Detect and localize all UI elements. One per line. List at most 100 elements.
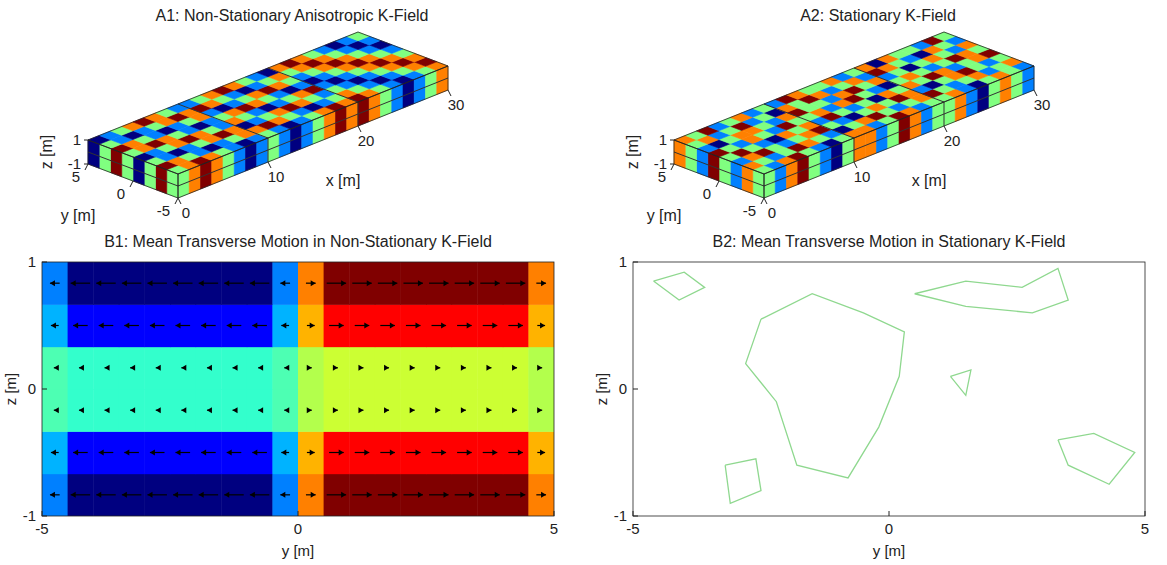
tick-label: 1 [73,131,81,148]
vector-arrow [461,407,466,413]
cell [400,262,426,305]
cell [68,304,94,347]
tick [42,511,43,516]
vector-arrow [173,280,192,286]
cell [196,304,222,347]
vector-arrow [508,450,523,456]
axis-title: y [m] [873,542,906,559]
panel-2d: B1: Mean Transverse Motion in Non-Statio… [2,233,558,559]
cell [144,262,170,305]
tick [1145,511,1146,516]
vector-arrow [150,450,165,456]
cell [400,304,426,347]
vector-arrow [536,492,546,498]
vector-arrow [124,450,139,456]
tick-label: 30 [1034,96,1051,113]
vector-arrow [461,365,466,371]
cell [119,431,145,474]
contour-line [1058,433,1135,484]
vector-arrow [406,450,421,456]
tick-label: 30 [448,96,465,113]
cell [426,389,452,432]
vector-arrow [201,450,216,456]
cell [272,474,298,516]
z-slice [674,78,1034,186]
vector-arrow [173,492,192,498]
cell [119,389,145,432]
vector-arrow [329,323,344,329]
figure: A1: Non-Stationary Anisotropic K-Field01… [0,0,1167,565]
cell [477,431,503,474]
vector-arrow [258,365,263,371]
contour-line [725,459,761,503]
cell [68,431,94,474]
cell [452,431,478,474]
cell [324,431,350,474]
cell [477,389,503,432]
vector-arrow [457,450,472,456]
cell [119,262,145,305]
cell [349,262,375,305]
vector-arrow [181,365,186,371]
cell [349,431,375,474]
axis-title: z [m] [593,373,610,406]
field-cells [674,32,1034,198]
vector-arrow [224,280,243,286]
cell [375,431,401,474]
cell [170,304,196,347]
cell [221,431,247,474]
cell [503,474,529,516]
vector-arrow [130,407,135,413]
vector-arrow [176,323,191,329]
tick [42,389,47,390]
vector-arrow [358,407,363,413]
vector-arrow [50,280,60,286]
box-edge [674,32,1034,174]
x-slice [854,68,944,126]
vector-arrow [147,280,166,286]
cell [272,431,298,474]
panel-title: A1: Non-Stationary Anisotropic K-Field [155,7,428,24]
tick [178,198,181,204]
tick [633,511,634,516]
x-slice [268,68,358,126]
vector-arrow [512,407,517,413]
tick-label: -5 [35,520,48,537]
vector-arrow [124,323,139,329]
vector-arrow [252,450,267,456]
vector-arrow [537,450,545,456]
cell [247,431,273,474]
cell [452,262,478,305]
vector-arrow [50,492,60,498]
vector-arrow [201,323,216,329]
cell [426,304,452,347]
cell [119,304,145,347]
cell [93,262,119,305]
cell [477,262,503,305]
cell [196,347,222,390]
cell [196,474,222,516]
tick [671,164,674,170]
cell [298,304,324,347]
vector-arrow [233,407,238,413]
contour-line [950,370,970,395]
cell [426,474,452,516]
tick-label: -1 [654,155,667,172]
axis-title: z [m] [38,135,55,170]
vector-arrow [358,365,363,371]
vector-arrow [51,450,59,456]
vector-arrow [156,365,161,371]
cell [349,389,375,432]
vector-arrow [486,365,491,371]
box-edge [764,66,1034,198]
box-edge [88,140,178,198]
tick-label: 10 [854,168,871,185]
cell [144,389,170,432]
cell [503,304,529,347]
cell [93,389,119,432]
vector-arrow [483,450,498,456]
cell [68,262,94,305]
vector-arrow [537,407,542,413]
tick [554,511,555,516]
tick [130,181,133,187]
